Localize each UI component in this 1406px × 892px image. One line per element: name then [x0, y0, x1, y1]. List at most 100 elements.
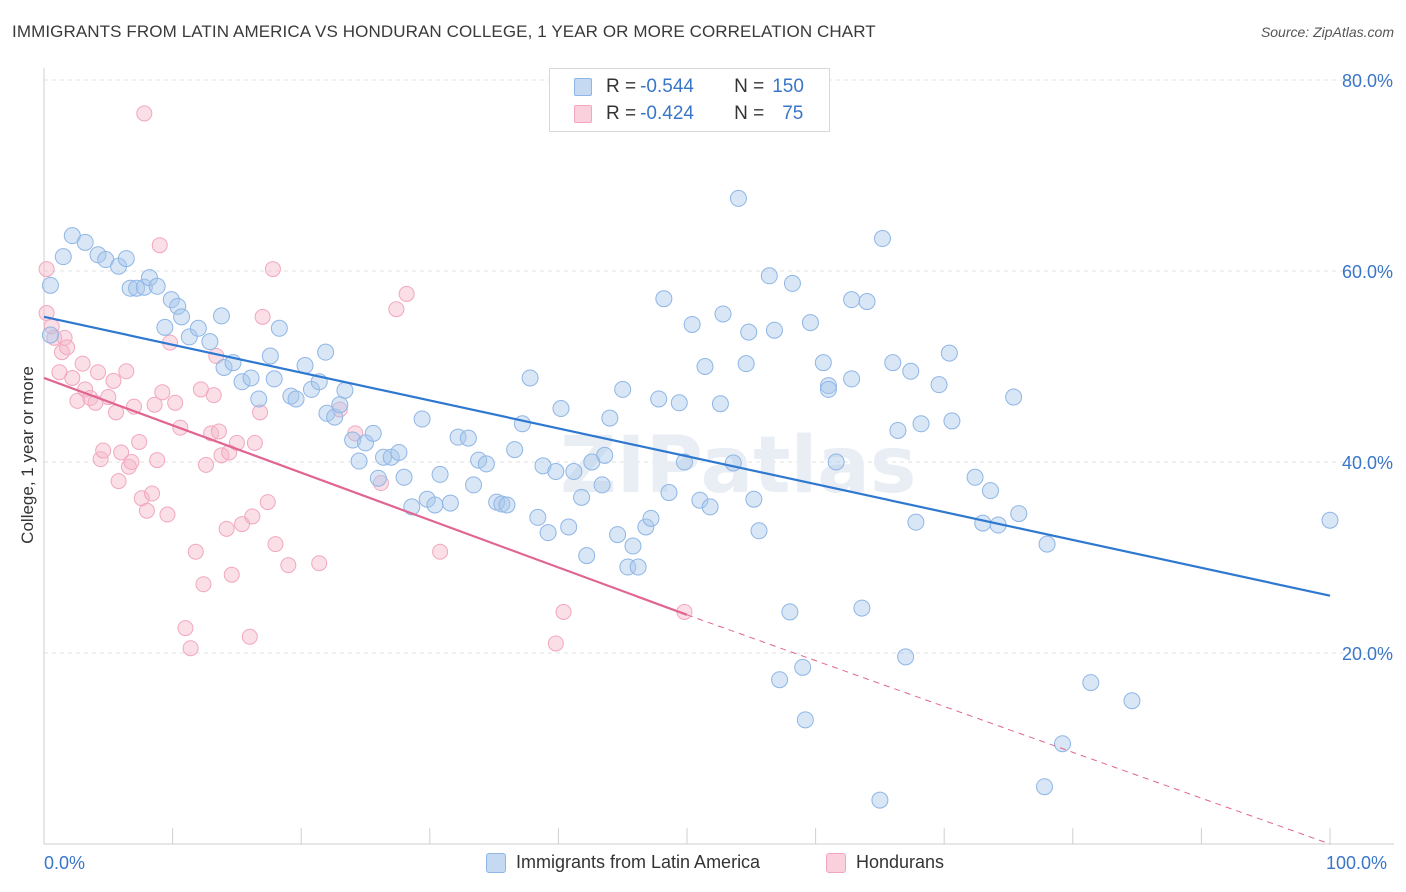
data-point-immigrants [750, 522, 768, 540]
data-point-hondurans [432, 543, 449, 560]
data-point-hondurans [123, 454, 140, 470]
data-point-hondurans [136, 105, 153, 122]
data-point-immigrants [794, 658, 812, 676]
data-point-immigrants [1038, 535, 1056, 553]
data-point-immigrants [1321, 511, 1339, 529]
data-point-immigrants [637, 518, 655, 536]
data-point-hondurans [259, 494, 276, 511]
data-point-hondurans [167, 394, 184, 411]
data-point-hondurans [264, 261, 281, 278]
x-tick-label-min: 0.0% [44, 853, 86, 873]
watermark-text: ZIPatlas [560, 421, 916, 511]
y-tick-label: 40.0% [1342, 453, 1393, 473]
data-point-immigrants [714, 305, 732, 323]
data-point-immigrants [529, 508, 547, 526]
y-axis-title: College, 1 year or more [18, 366, 37, 544]
data-point-immigrants [655, 290, 673, 308]
data-point-immigrants [696, 358, 714, 375]
data-point-immigrants [395, 468, 413, 486]
trend-line-hondurans-extension [686, 614, 1331, 845]
data-point-immigrants [539, 524, 557, 542]
series-hondurans [38, 105, 693, 657]
data-point-immigrants [1123, 692, 1141, 710]
data-point-immigrants [547, 463, 565, 481]
data-point-immigrants [465, 476, 483, 494]
legend-n-value: 150 [772, 76, 804, 97]
data-point-immigrants [317, 343, 335, 361]
data-point-hondurans [311, 555, 328, 572]
data-point-immigrants [897, 648, 915, 666]
data-point-hondurans [210, 423, 227, 440]
data-point-immigrants [871, 791, 889, 809]
data-point-immigrants [853, 599, 871, 617]
data-point-immigrants [477, 455, 495, 473]
data-point-immigrants [336, 381, 354, 399]
data-point-immigrants [117, 250, 135, 268]
legend-r-label: R = [606, 103, 637, 124]
legend-n-label: N = [734, 76, 765, 97]
data-point-immigrants [902, 362, 920, 380]
trend-line-hondurans [43, 376, 688, 616]
data-point-immigrants [1010, 505, 1028, 523]
data-point-hondurans [154, 384, 171, 401]
watermark: ZIPatlas [560, 421, 916, 511]
data-point-immigrants [364, 424, 382, 442]
data-point-immigrants [943, 412, 961, 430]
data-point-immigrants [596, 446, 614, 464]
data-point-hondurans [223, 566, 240, 583]
data-point-immigrants [711, 395, 729, 413]
legend-swatch-pink [826, 852, 846, 873]
data-point-immigrants [675, 453, 693, 471]
chart-title: IMMIGRANTS FROM LATIN AMERICA VS HONDURA… [12, 22, 876, 41]
data-point-immigrants [318, 404, 336, 422]
data-point-immigrants [41, 276, 59, 294]
data-point-immigrants [873, 230, 891, 248]
y-tick-labels: 20.0% 40.0% 60.0% 80.0% [1342, 71, 1393, 664]
data-point-hondurans [159, 506, 176, 523]
data-point-hondurans [195, 576, 212, 593]
x-tick-label-max: 100.0% [1326, 853, 1388, 873]
legend-swatch-blue [486, 852, 506, 873]
data-point-hondurans [280, 557, 297, 574]
data-point-immigrants [642, 509, 660, 527]
data-point-immigrants [156, 318, 174, 336]
data-point-immigrants [796, 711, 814, 729]
data-point-immigrants [729, 189, 747, 207]
data-point-immigrants [135, 278, 153, 296]
data-point-immigrants [827, 453, 845, 471]
data-point-immigrants [765, 321, 783, 339]
grid [44, 79, 1394, 654]
data-point-immigrants [781, 603, 799, 621]
data-point-hondurans [177, 620, 194, 637]
data-point-immigrants [578, 547, 596, 565]
data-point-hondurans [372, 475, 389, 492]
legend-swatch-blue [574, 78, 592, 96]
data-point-immigrants [331, 396, 349, 414]
data-point-immigrants [350, 452, 368, 470]
data-point-hondurans [144, 485, 161, 502]
data-point-immigrants [683, 315, 701, 333]
data-point-immigrants [431, 465, 449, 483]
data-point-immigrants [745, 490, 763, 508]
data-point-immigrants [565, 463, 583, 481]
data-point-immigrants [560, 518, 578, 536]
data-point-hondurans [90, 364, 107, 381]
data-point-immigrants [261, 347, 279, 365]
legend-item-hondurans[interactable]: Hondurans [826, 852, 944, 873]
data-point-hondurans [149, 452, 166, 469]
data-point-immigrants [843, 291, 861, 309]
data-point-immigrants [670, 394, 688, 412]
axes [43, 68, 1394, 845]
data-point-immigrants [413, 410, 431, 428]
data-point-immigrants [552, 400, 570, 418]
data-point-immigrants [459, 429, 477, 447]
data-point-hondurans [151, 237, 168, 254]
data-point-hondurans [398, 285, 415, 302]
data-point-immigrants [843, 370, 861, 388]
legend-item-immigrants[interactable]: Immigrants from Latin America [486, 852, 760, 873]
source-label: Source: ZipAtlas.com [1260, 24, 1394, 40]
data-point-hondurans [267, 536, 284, 553]
data-point-immigrants [441, 494, 459, 512]
legend-r-value: -0.544 [640, 76, 694, 97]
